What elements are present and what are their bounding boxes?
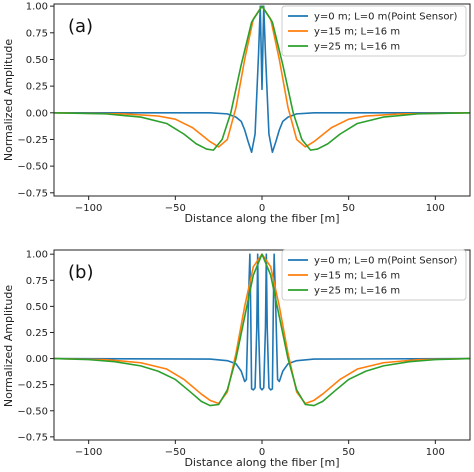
x-tick-label: 100	[426, 203, 445, 214]
legend-entry: y=15 m; L=16 m	[314, 27, 400, 38]
y-axis-label: Normalized Amplitude	[2, 39, 15, 161]
legend-box	[281, 5, 467, 57]
legend-entry: y=15 m; L=16 m	[314, 271, 400, 282]
series-line-3	[54, 5, 470, 151]
x-tick-label: −100	[75, 203, 102, 214]
series-lines	[54, 5, 470, 154]
y-axis-label: Normalized Amplitude	[2, 285, 15, 407]
series-lines	[54, 253, 470, 407]
y-tick-label: 0.50	[26, 55, 48, 66]
series-line-1	[54, 5, 470, 154]
x-tick-label: −100	[75, 447, 102, 458]
y-tick-label: 0.75	[26, 276, 48, 287]
legend-entry: y=25 m; L=16 m	[314, 286, 400, 297]
x-tick-label: 100	[426, 447, 445, 458]
series-line-3	[54, 253, 470, 407]
y-tick-label: −0.75	[17, 432, 48, 443]
y-tick-label: 0.75	[26, 28, 48, 39]
y-tick-label: 1.00	[26, 2, 48, 13]
chart-panel-a: −100 −50 0 50 100 −0.75 −0.50 −0.25 0.00 0.25 0.50…	[2, 2, 471, 225]
y-tick-label: 0.00	[26, 108, 48, 119]
legend-entry: y=0 m; L=0 m(Point Sensor)	[314, 12, 458, 23]
y-tick-label: 0.00	[26, 354, 48, 365]
legend-box	[281, 249, 467, 301]
y-tick-label: −0.25	[17, 135, 48, 146]
legend: y=0 m; L=0 m(Point Sensor) y=15 m; L=16 m…	[281, 5, 467, 57]
x-tick-label: 50	[342, 447, 355, 458]
chart-panel-b: −100 −50 0 50 100 −0.75 −0.50 −0.25 0.00 0.25 0.50…	[2, 249, 471, 469]
series-line-1	[54, 253, 470, 391]
legend: y=0 m; L=0 m(Point Sensor) y=15 m; L=16 m…	[281, 249, 467, 301]
x-tick-label: 0	[259, 447, 265, 458]
y-tick-label: −0.75	[17, 188, 48, 199]
y-tick-label: 1.00	[26, 250, 48, 261]
x-axis-label: Distance along the fiber [m]	[184, 456, 339, 469]
x-tick-label: 50	[342, 203, 355, 214]
y-tick-label: −0.25	[17, 380, 48, 391]
x-tick-label: −50	[165, 203, 186, 214]
x-tick-label: −50	[165, 447, 186, 458]
y-tick-label: 0.50	[26, 302, 48, 313]
x-tick-label: 0	[259, 203, 265, 214]
x-axis-label: Distance along the fiber [m]	[184, 212, 339, 225]
y-tick-label: 0.25	[26, 82, 48, 93]
legend-entry: y=25 m; L=16 m	[314, 42, 400, 53]
y-tick-label: −0.50	[17, 162, 48, 173]
y-tick-label: 0.25	[26, 328, 48, 339]
panel-label: (a)	[68, 16, 93, 37]
panel-label: (b)	[68, 262, 93, 283]
legend-entry: y=0 m; L=0 m(Point Sensor)	[314, 256, 458, 267]
y-tick-label: −0.50	[17, 406, 48, 417]
